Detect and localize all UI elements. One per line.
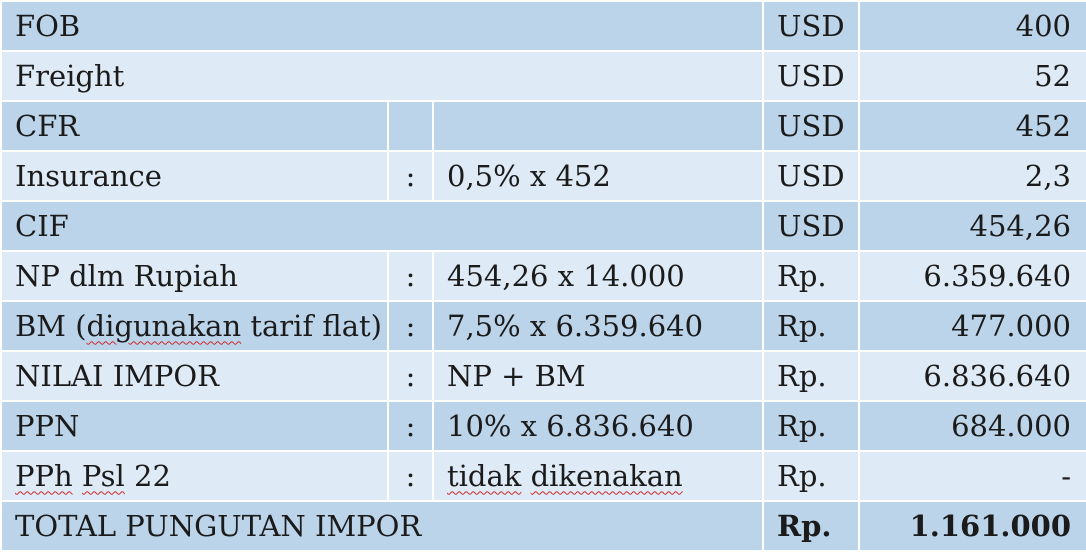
currency-cell: USD (762, 200, 861, 252)
formula-cell: NP + BM (431, 350, 765, 402)
currency-cell: Rp. (762, 300, 861, 352)
table-row-ppn: PPN : 10% x 6.836.640 Rp. 684.000 (0, 400, 1086, 452)
currency-cell: USD (762, 150, 861, 202)
currency-cell: Rp. (762, 400, 861, 452)
formula-cell: tidak dikenakan (431, 450, 765, 502)
currency-cell: Rp. (762, 350, 861, 402)
amount-cell: 684.000 (858, 400, 1086, 452)
total-currency-cell: Rp. (762, 500, 861, 552)
row-label: NILAI IMPOR (0, 350, 389, 402)
table-row-cfr: CFR USD 452 (0, 100, 1086, 152)
formula-cell: 7,5% x 6.359.640 (431, 300, 765, 352)
formula-cell: 454,26 x 14.000 (431, 250, 765, 302)
spellcheck-flagged-word: PPh (15, 458, 73, 493)
formula-cell (431, 100, 765, 152)
separator-cell (387, 100, 434, 152)
formula-cell: 10% x 6.836.640 (431, 400, 765, 452)
row-label: Insurance (0, 150, 389, 202)
amount-cell: 477.000 (858, 300, 1086, 352)
table-row-bm: BM (digunakan tarif flat) : 7,5% x 6.359… (0, 300, 1086, 352)
amount-cell: 400 (858, 0, 1086, 52)
currency-cell: Rp. (762, 450, 861, 502)
amount-cell: 2,3 (858, 150, 1086, 202)
table-row-fob: FOB USD 400 (0, 0, 1086, 52)
table-row-pph-22: PPh Psl 22 : tidak dikenakan Rp. - (0, 450, 1086, 502)
total-amount-cell: 1.161.000 (858, 500, 1086, 552)
currency-cell: USD (762, 0, 861, 52)
row-label: FOB (0, 0, 765, 52)
label-text: 22 (124, 458, 171, 493)
separator-cell: : (387, 450, 434, 502)
row-label: PPN (0, 400, 389, 452)
row-label: CFR (0, 100, 389, 152)
table-row-freight: Freight USD 52 (0, 50, 1086, 102)
table-row-cif: CIF USD 454,26 (0, 200, 1086, 252)
separator-cell: : (387, 300, 434, 352)
table-row-insurance: Insurance : 0,5% x 452 USD 2,3 (0, 150, 1086, 202)
table-row-np-rupiah: NP dlm Rupiah : 454,26 x 14.000 Rp. 6.35… (0, 250, 1086, 302)
row-label: Freight (0, 50, 765, 102)
row-label: CIF (0, 200, 765, 252)
currency-cell: Rp. (762, 250, 861, 302)
spellcheck-flagged-word: tidak (447, 458, 522, 493)
spellcheck-flagged-word: dikenakan (530, 458, 683, 493)
label-text: BM ( (15, 308, 87, 343)
amount-cell: 6.836.640 (858, 350, 1086, 402)
amount-cell: 454,26 (858, 200, 1086, 252)
amount-cell: 6.359.640 (858, 250, 1086, 302)
row-label: NP dlm Rupiah (0, 250, 389, 302)
separator-cell: : (387, 350, 434, 402)
separator-cell: : (387, 400, 434, 452)
total-label: TOTAL PUNGUTAN IMPOR (0, 500, 765, 552)
row-label: PPh Psl 22 (0, 450, 389, 502)
table-row-total: TOTAL PUNGUTAN IMPOR Rp. 1.161.000 (0, 500, 1086, 552)
separator-cell: : (387, 150, 434, 202)
spellcheck-flagged-word: digunakan (86, 308, 242, 343)
row-label: BM (digunakan tarif flat) (0, 300, 389, 352)
separator-cell: : (387, 250, 434, 302)
spellcheck-flagged-word: Psl (81, 458, 125, 493)
table-row-nilai-impor: NILAI IMPOR : NP + BM Rp. 6.836.640 (0, 350, 1086, 402)
amount-cell: 452 (858, 100, 1086, 152)
currency-cell: USD (762, 50, 861, 102)
formula-cell: 0,5% x 452 (431, 150, 765, 202)
amount-cell: 52 (858, 50, 1086, 102)
currency-cell: USD (762, 100, 861, 152)
label-text: tarif flat) (241, 308, 382, 343)
amount-cell: - (858, 450, 1086, 502)
